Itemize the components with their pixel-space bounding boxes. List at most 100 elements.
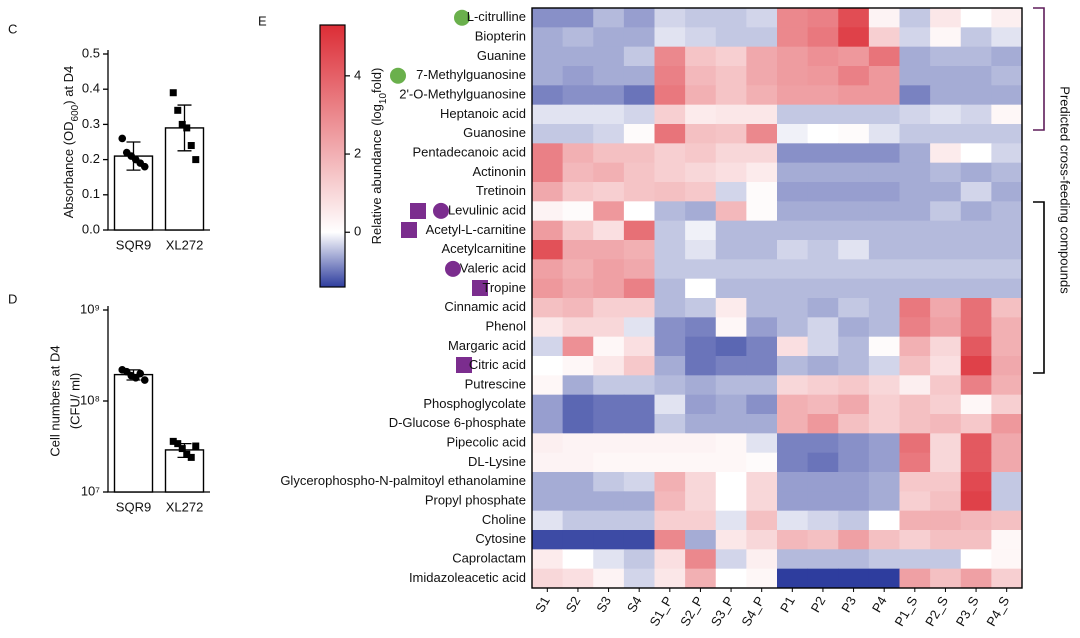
heatmap-cell bbox=[868, 259, 900, 280]
heatmap-cell bbox=[930, 27, 962, 48]
heatmap-cell bbox=[960, 375, 992, 396]
heatmap-cell bbox=[899, 452, 931, 473]
heatmap-cell bbox=[777, 452, 809, 473]
row-label: Phosphoglycolate bbox=[423, 396, 526, 411]
heatmap-cell bbox=[623, 452, 655, 473]
heatmap-cell bbox=[930, 336, 962, 357]
heatmap-cell bbox=[807, 356, 839, 376]
heatmap-cell bbox=[623, 491, 655, 512]
y-tick-label: 0.0 bbox=[82, 221, 100, 236]
heatmap-cell bbox=[899, 568, 931, 589]
heatmap-cell bbox=[960, 46, 992, 67]
heatmap-cell bbox=[991, 530, 1023, 550]
heatmap-cell bbox=[899, 85, 931, 106]
heatmap-cell bbox=[868, 27, 900, 48]
heatmap-cell bbox=[593, 66, 625, 86]
heatmap-cell bbox=[746, 452, 778, 473]
heatmap-cell bbox=[838, 530, 870, 550]
heatmap-cell bbox=[868, 298, 900, 318]
heatmap-cell bbox=[654, 491, 686, 512]
heatmap-cell bbox=[654, 104, 686, 125]
heatmap-cell bbox=[562, 278, 594, 299]
colorbar-label-part: 10 bbox=[378, 93, 389, 105]
heatmap-cell bbox=[593, 568, 625, 589]
heatmap-cell bbox=[532, 433, 564, 454]
heatmap-cell bbox=[562, 549, 594, 570]
heatmap-cell bbox=[807, 143, 839, 164]
heatmap-cell bbox=[807, 414, 839, 434]
heatmap-cell bbox=[715, 104, 747, 125]
heatmap-cell bbox=[899, 201, 931, 222]
heatmap-cell bbox=[562, 259, 594, 280]
heatmap-cell bbox=[532, 356, 564, 376]
y-tick-label: 0.3 bbox=[82, 116, 100, 131]
heatmap-cell bbox=[899, 298, 931, 318]
heatmap-cell bbox=[868, 201, 900, 222]
heatmap-cell bbox=[654, 568, 686, 589]
heatmap-cell bbox=[746, 143, 778, 164]
heatmap-cell bbox=[654, 278, 686, 299]
heatmap-cell bbox=[960, 66, 992, 86]
heatmap-cell bbox=[868, 452, 900, 473]
heatmap-cell bbox=[685, 356, 717, 376]
heatmap-cell bbox=[807, 433, 839, 454]
heatmap-cell bbox=[899, 8, 931, 28]
heatmap-cell bbox=[654, 259, 686, 280]
heatmap-cell bbox=[777, 220, 809, 241]
heatmap-cell bbox=[623, 259, 655, 280]
heatmap-cell bbox=[685, 27, 717, 48]
heatmap-cell bbox=[838, 375, 870, 396]
heatmap-cell bbox=[715, 414, 747, 434]
heatmap-cell bbox=[838, 568, 870, 589]
colorbar-label-part: fold) bbox=[369, 68, 384, 93]
heatmap-cell bbox=[899, 549, 931, 570]
heatmap-cell bbox=[532, 66, 564, 86]
heatmap-cell bbox=[960, 85, 992, 106]
heatmap-cell bbox=[777, 298, 809, 318]
heatmap-cell bbox=[685, 394, 717, 415]
heatmap-cell bbox=[532, 46, 564, 67]
data-point bbox=[136, 369, 145, 378]
heatmap-cell bbox=[807, 8, 839, 28]
heatmap-cell bbox=[685, 220, 717, 241]
heatmap-cell bbox=[838, 259, 870, 280]
heatmap-cell bbox=[868, 8, 900, 28]
y-tick-label: 0.4 bbox=[82, 81, 100, 96]
heatmap-cell bbox=[930, 394, 962, 415]
heatmap-cell bbox=[593, 414, 625, 434]
heatmap-cell bbox=[623, 356, 655, 376]
heatmap-cell bbox=[715, 530, 747, 550]
heatmap-cell bbox=[807, 336, 839, 357]
row-label: Tretinoin bbox=[476, 183, 526, 198]
heatmap-cell bbox=[868, 124, 900, 144]
heatmap-cell bbox=[623, 240, 655, 260]
heatmap-cell bbox=[593, 433, 625, 454]
panel-label: C bbox=[8, 21, 17, 36]
heatmap-cell bbox=[991, 510, 1023, 531]
heatmap-cell bbox=[715, 472, 747, 492]
heatmap-cell bbox=[838, 104, 870, 125]
heatmap-cell bbox=[960, 568, 992, 589]
column-label: S1_P bbox=[646, 594, 675, 629]
colorbar-label: Relative abundance (log10fold) bbox=[369, 68, 389, 245]
heatmap-cell bbox=[623, 433, 655, 454]
heatmap-cell bbox=[838, 278, 870, 299]
y-tick-label: 0.2 bbox=[82, 151, 100, 166]
heatmap-cell bbox=[807, 549, 839, 570]
heatmap-cell bbox=[623, 278, 655, 299]
heatmap-cell bbox=[868, 356, 900, 376]
heatmap-cell bbox=[532, 278, 564, 299]
row-label: L-citrulline bbox=[467, 9, 526, 24]
heatmap-cell bbox=[623, 182, 655, 202]
heatmap-cell bbox=[593, 8, 625, 28]
heatmap-cell bbox=[991, 278, 1023, 299]
heatmap-cell bbox=[807, 27, 839, 48]
heatmap-cell bbox=[807, 278, 839, 299]
heatmap-cell bbox=[746, 240, 778, 260]
heatmap-cell bbox=[562, 472, 594, 492]
heatmap-cell bbox=[868, 104, 900, 125]
heatmap-cell bbox=[685, 124, 717, 144]
heatmap-cell bbox=[562, 317, 594, 338]
heatmap-cell bbox=[960, 433, 992, 454]
